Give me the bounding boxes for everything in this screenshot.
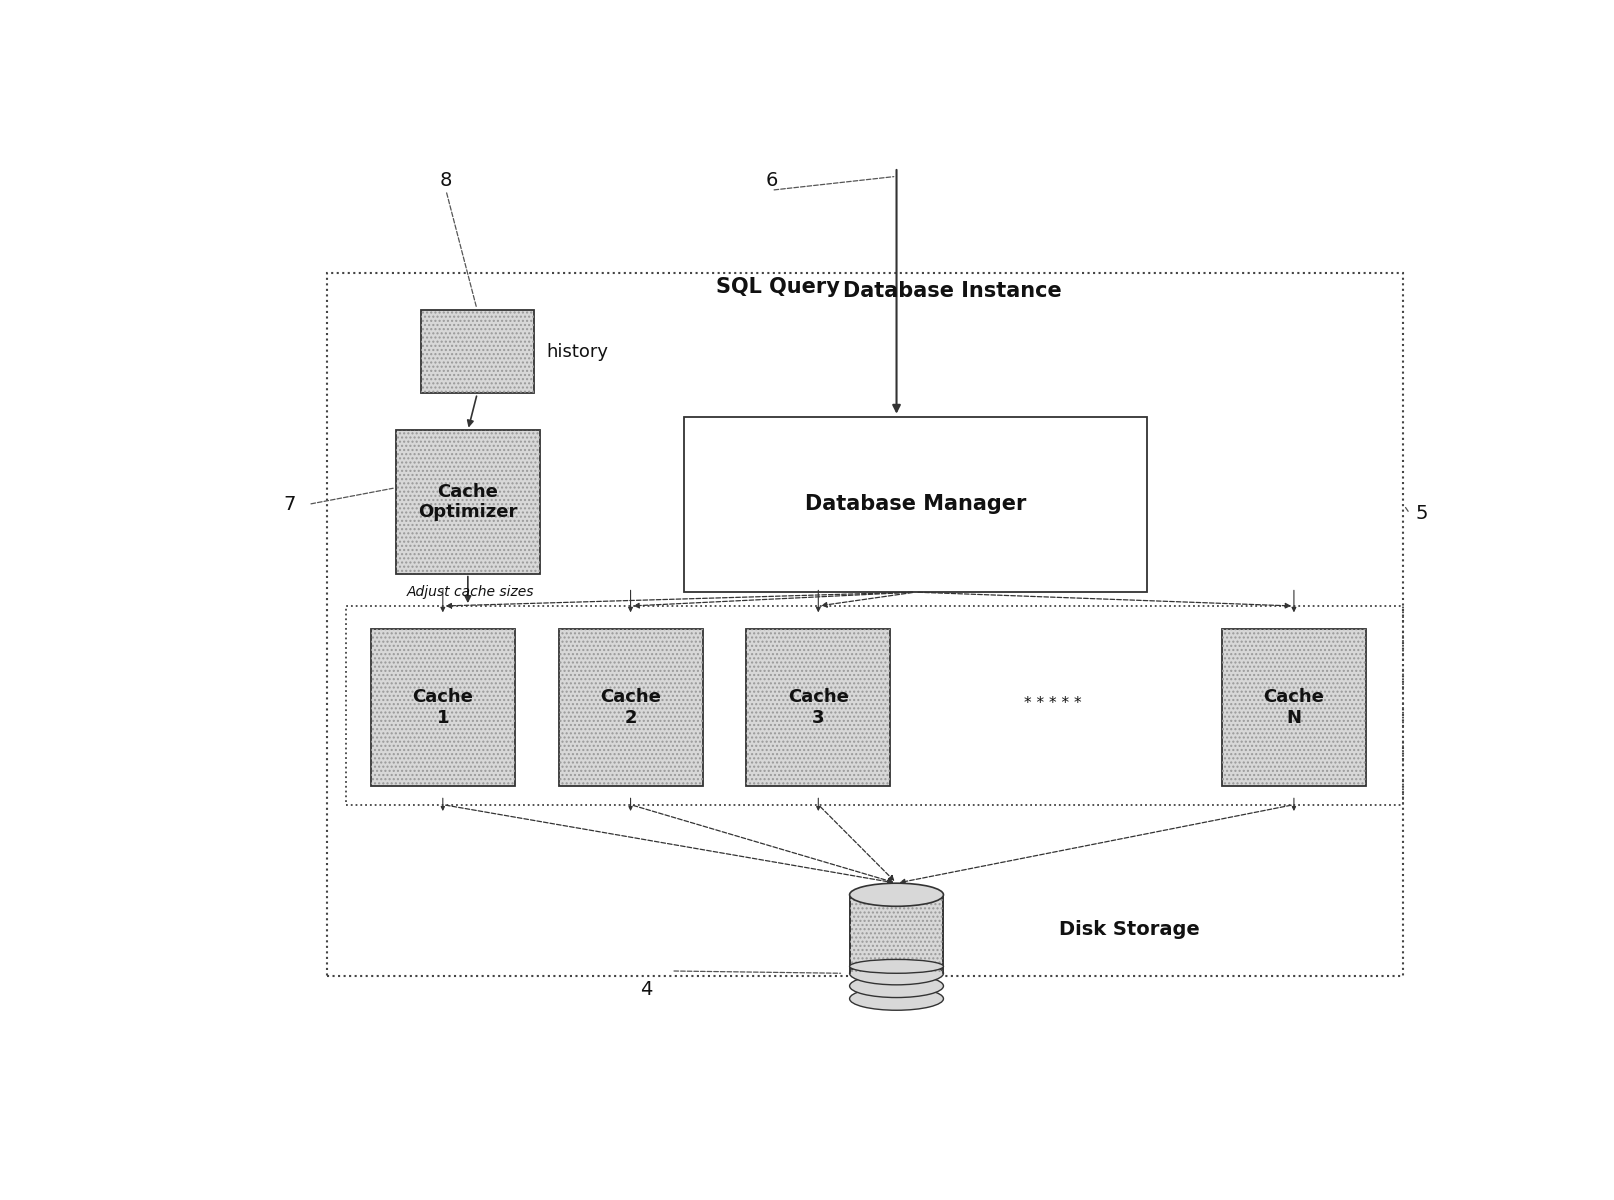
Bar bbox=[371, 629, 515, 786]
Text: 6: 6 bbox=[765, 172, 776, 191]
Text: 8: 8 bbox=[439, 172, 452, 191]
Ellipse shape bbox=[849, 883, 943, 906]
Text: Database Instance: Database Instance bbox=[843, 281, 1062, 301]
Bar bbox=[683, 416, 1146, 592]
Bar bbox=[558, 629, 702, 786]
Text: 4: 4 bbox=[639, 980, 652, 998]
Text: Cache
2: Cache 2 bbox=[600, 689, 660, 727]
Ellipse shape bbox=[849, 974, 943, 997]
Bar bbox=[345, 606, 1403, 805]
Ellipse shape bbox=[849, 988, 943, 1010]
Bar bbox=[421, 311, 533, 394]
Text: Cache
1: Cache 1 bbox=[412, 689, 473, 727]
Bar bbox=[746, 629, 889, 786]
Text: SQL Query: SQL Query bbox=[715, 277, 839, 298]
Text: Cache
3: Cache 3 bbox=[788, 689, 849, 727]
Text: history: history bbox=[546, 343, 608, 361]
Text: * * * * *: * * * * * bbox=[1023, 696, 1081, 710]
Bar bbox=[849, 895, 943, 973]
Text: Cache
N: Cache N bbox=[1262, 689, 1323, 727]
Bar bbox=[1222, 629, 1365, 786]
Ellipse shape bbox=[849, 961, 943, 985]
Bar bbox=[746, 629, 889, 786]
Bar bbox=[395, 431, 539, 574]
Text: 7: 7 bbox=[282, 494, 295, 514]
Bar bbox=[1222, 629, 1365, 786]
Text: Cache
Optimizer: Cache Optimizer bbox=[418, 482, 516, 522]
Bar bbox=[395, 431, 539, 574]
Text: Disk Storage: Disk Storage bbox=[1059, 920, 1199, 938]
Text: Adjust cache sizes: Adjust cache sizes bbox=[407, 586, 534, 599]
Bar bbox=[326, 274, 1403, 976]
Bar bbox=[421, 311, 533, 394]
Text: Database Manager: Database Manager bbox=[804, 494, 1025, 515]
Text: 5: 5 bbox=[1415, 504, 1427, 523]
Bar bbox=[558, 629, 702, 786]
Bar bbox=[849, 895, 943, 973]
Ellipse shape bbox=[849, 960, 943, 973]
Bar bbox=[371, 629, 515, 786]
